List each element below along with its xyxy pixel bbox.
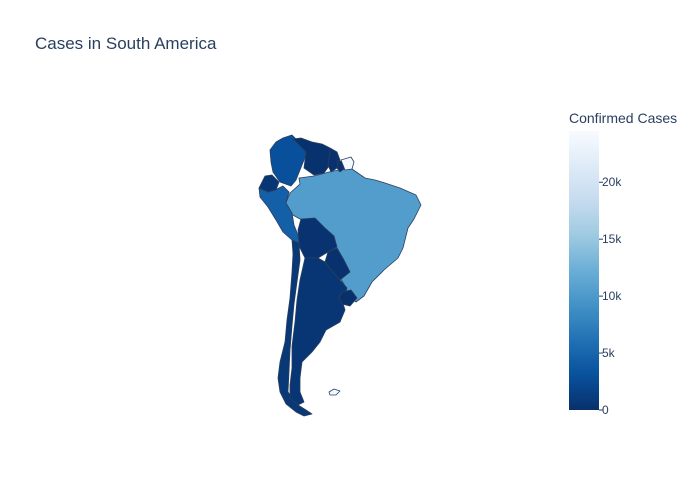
country-falkland-islands[interactable]: Falkland Islands — [328, 388, 341, 396]
country-ecuador[interactable]: Ecuador — [258, 174, 280, 193]
colorbar-tick-label: 0 — [602, 403, 609, 417]
country-uruguay[interactable]: Uruguay — [338, 289, 358, 307]
colorbar-title: Confirmed Cases — [569, 110, 678, 126]
country-argentina[interactable]: Argentina — [289, 257, 348, 406]
chart-title: Cases in South America — [35, 34, 217, 53]
country-french-guiana[interactable]: French Guiana — [340, 156, 355, 171]
country-chile[interactable]: Chile — [277, 239, 313, 417]
colorbar — [569, 131, 599, 410]
colorbar-tick-label: 20k — [602, 175, 622, 189]
colorbar-tick-label: 10k — [602, 289, 622, 303]
colorbar-tick-label: 15k — [602, 232, 622, 246]
country-peru[interactable]: Peru — [258, 185, 300, 244]
colorbar-tick-label: 5k — [602, 346, 616, 360]
